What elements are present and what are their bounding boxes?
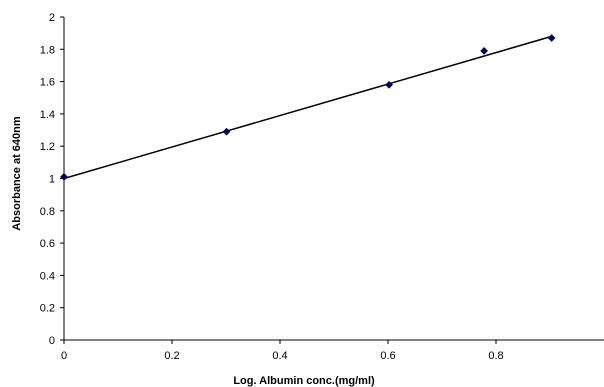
y-tick-label: 0.8 [40,206,55,218]
y-tick-label: 1 [49,174,55,186]
data-point [222,127,231,136]
y-axis-title: Absorbance at 640nm [11,116,23,231]
y-axis-ticks: 0 0.2 0.4 0.6 0.8 1 1.2 1.4 1.6 1.8 2 [40,12,64,347]
x-tick-label: 0.6 [380,350,395,362]
y-tick-label: 0.6 [40,238,55,250]
x-tick-label: 0.4 [272,350,287,362]
y-tick-label: 1.2 [40,141,55,153]
x-axis-ticks: 0 0.2 0.4 0.6 0.8 [61,340,504,362]
y-tick-label: 1.6 [40,77,55,89]
y-tick-label: 1.4 [40,109,55,121]
trendline-group [63,35,552,180]
data-point [547,34,556,42]
y-tick-label: 0.4 [40,270,55,282]
y-tick-label: 0.2 [40,303,55,315]
trendline [63,35,552,180]
x-tick-label: 0 [61,350,67,362]
x-axis-title: Log. Albumin conc.(mg/ml) [233,375,375,387]
data-points [60,34,556,181]
y-tick-label: 2 [49,12,55,24]
y-tick-label: 0 [49,335,55,347]
x-tick-label: 0.8 [488,350,503,362]
y-tick-label: 1.8 [40,44,55,56]
data-point [480,46,489,55]
data-point [385,80,394,89]
data-point [60,172,68,181]
x-tick-label: 0.2 [164,350,179,362]
